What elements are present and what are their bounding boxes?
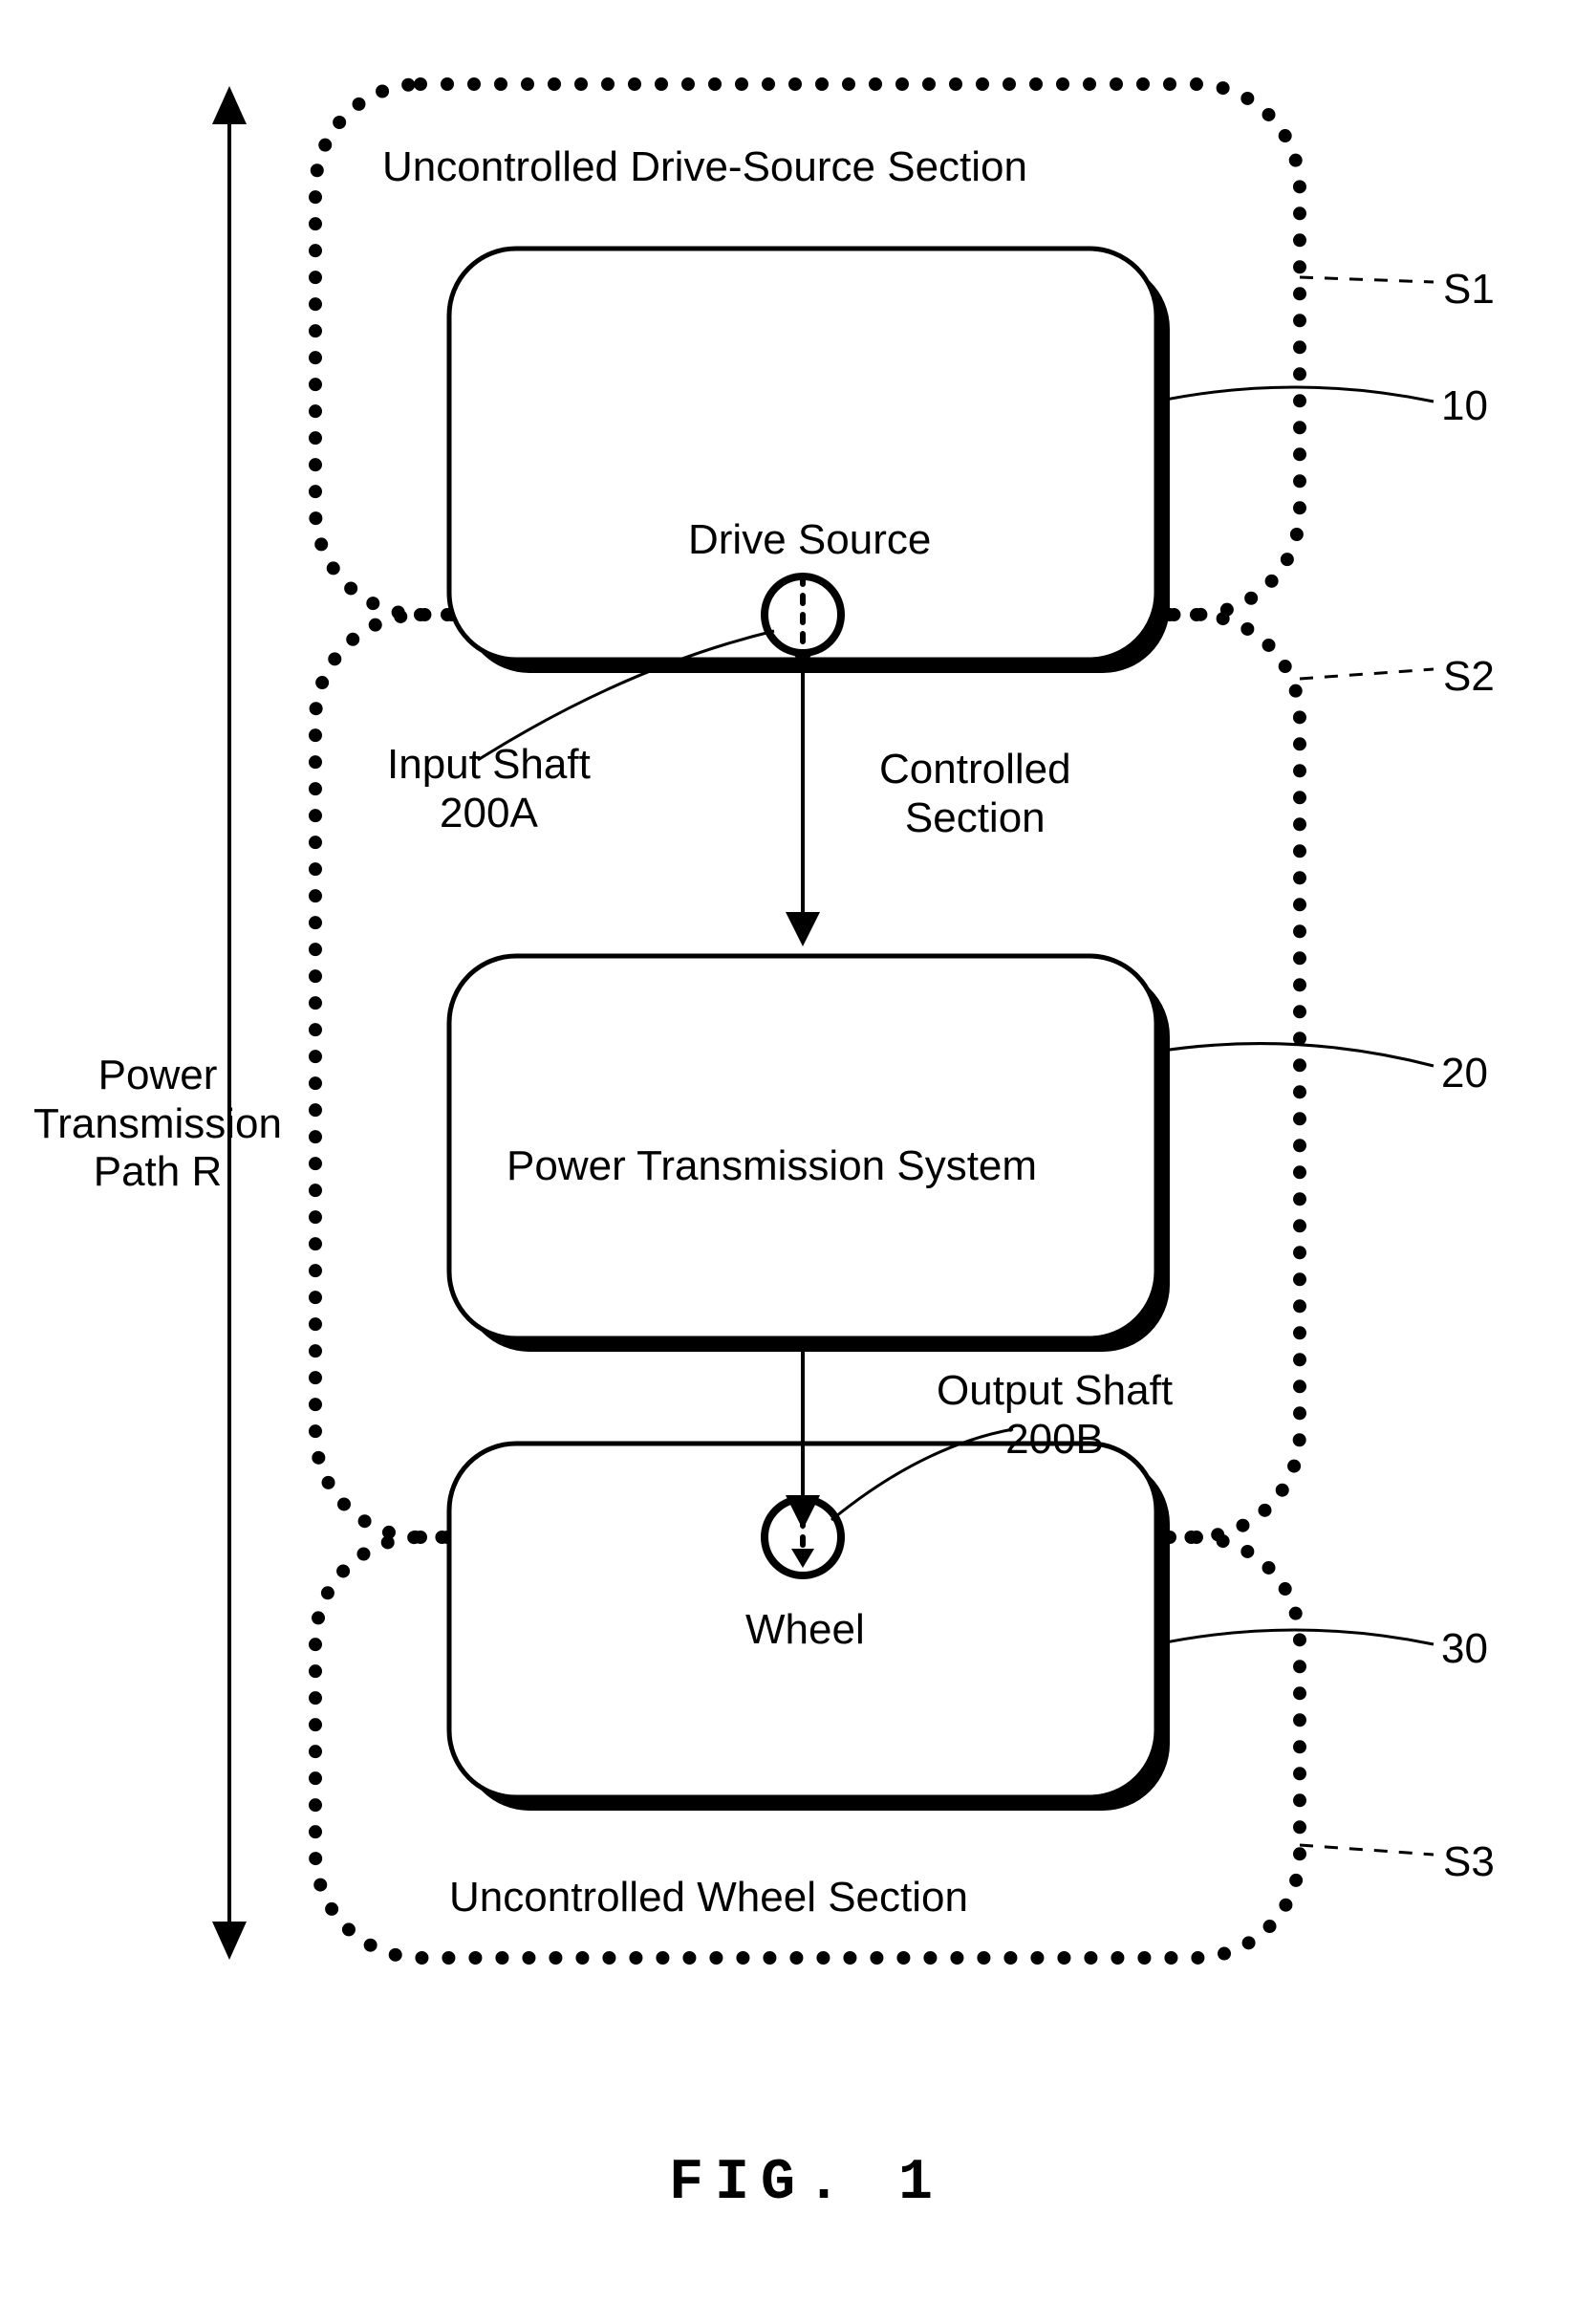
section-s1-tag: S1: [1443, 266, 1495, 315]
tag-30: 30: [1441, 1625, 1488, 1674]
pts-label: Power Transmission System: [507, 1142, 1037, 1191]
tag-20: 20: [1441, 1050, 1488, 1098]
output-shaft-label: Output Shaft 200B: [937, 1367, 1173, 1464]
section-s2-tag: S2: [1443, 653, 1495, 702]
section-s1-label: Uncontrolled Drive-Source Section: [382, 143, 1027, 192]
drive-source-label: Drive Source: [688, 516, 931, 565]
figure-caption: FIG. 1: [669, 2151, 944, 2217]
input-shaft-label: Input Shaft 200A: [387, 741, 591, 837]
path-label: Power Transmission Path R: [33, 1052, 282, 1197]
section-s2-label: Controlled Section: [879, 746, 1071, 842]
section-s3-label: Uncontrolled Wheel Section: [449, 1874, 968, 1922]
wheel-label: Wheel: [745, 1606, 865, 1655]
section-s3-tag: S3: [1443, 1838, 1495, 1887]
tag-10: 10: [1441, 382, 1488, 431]
diagram-page: Uncontrolled Drive-Source Section Contro…: [0, 0, 1596, 2324]
